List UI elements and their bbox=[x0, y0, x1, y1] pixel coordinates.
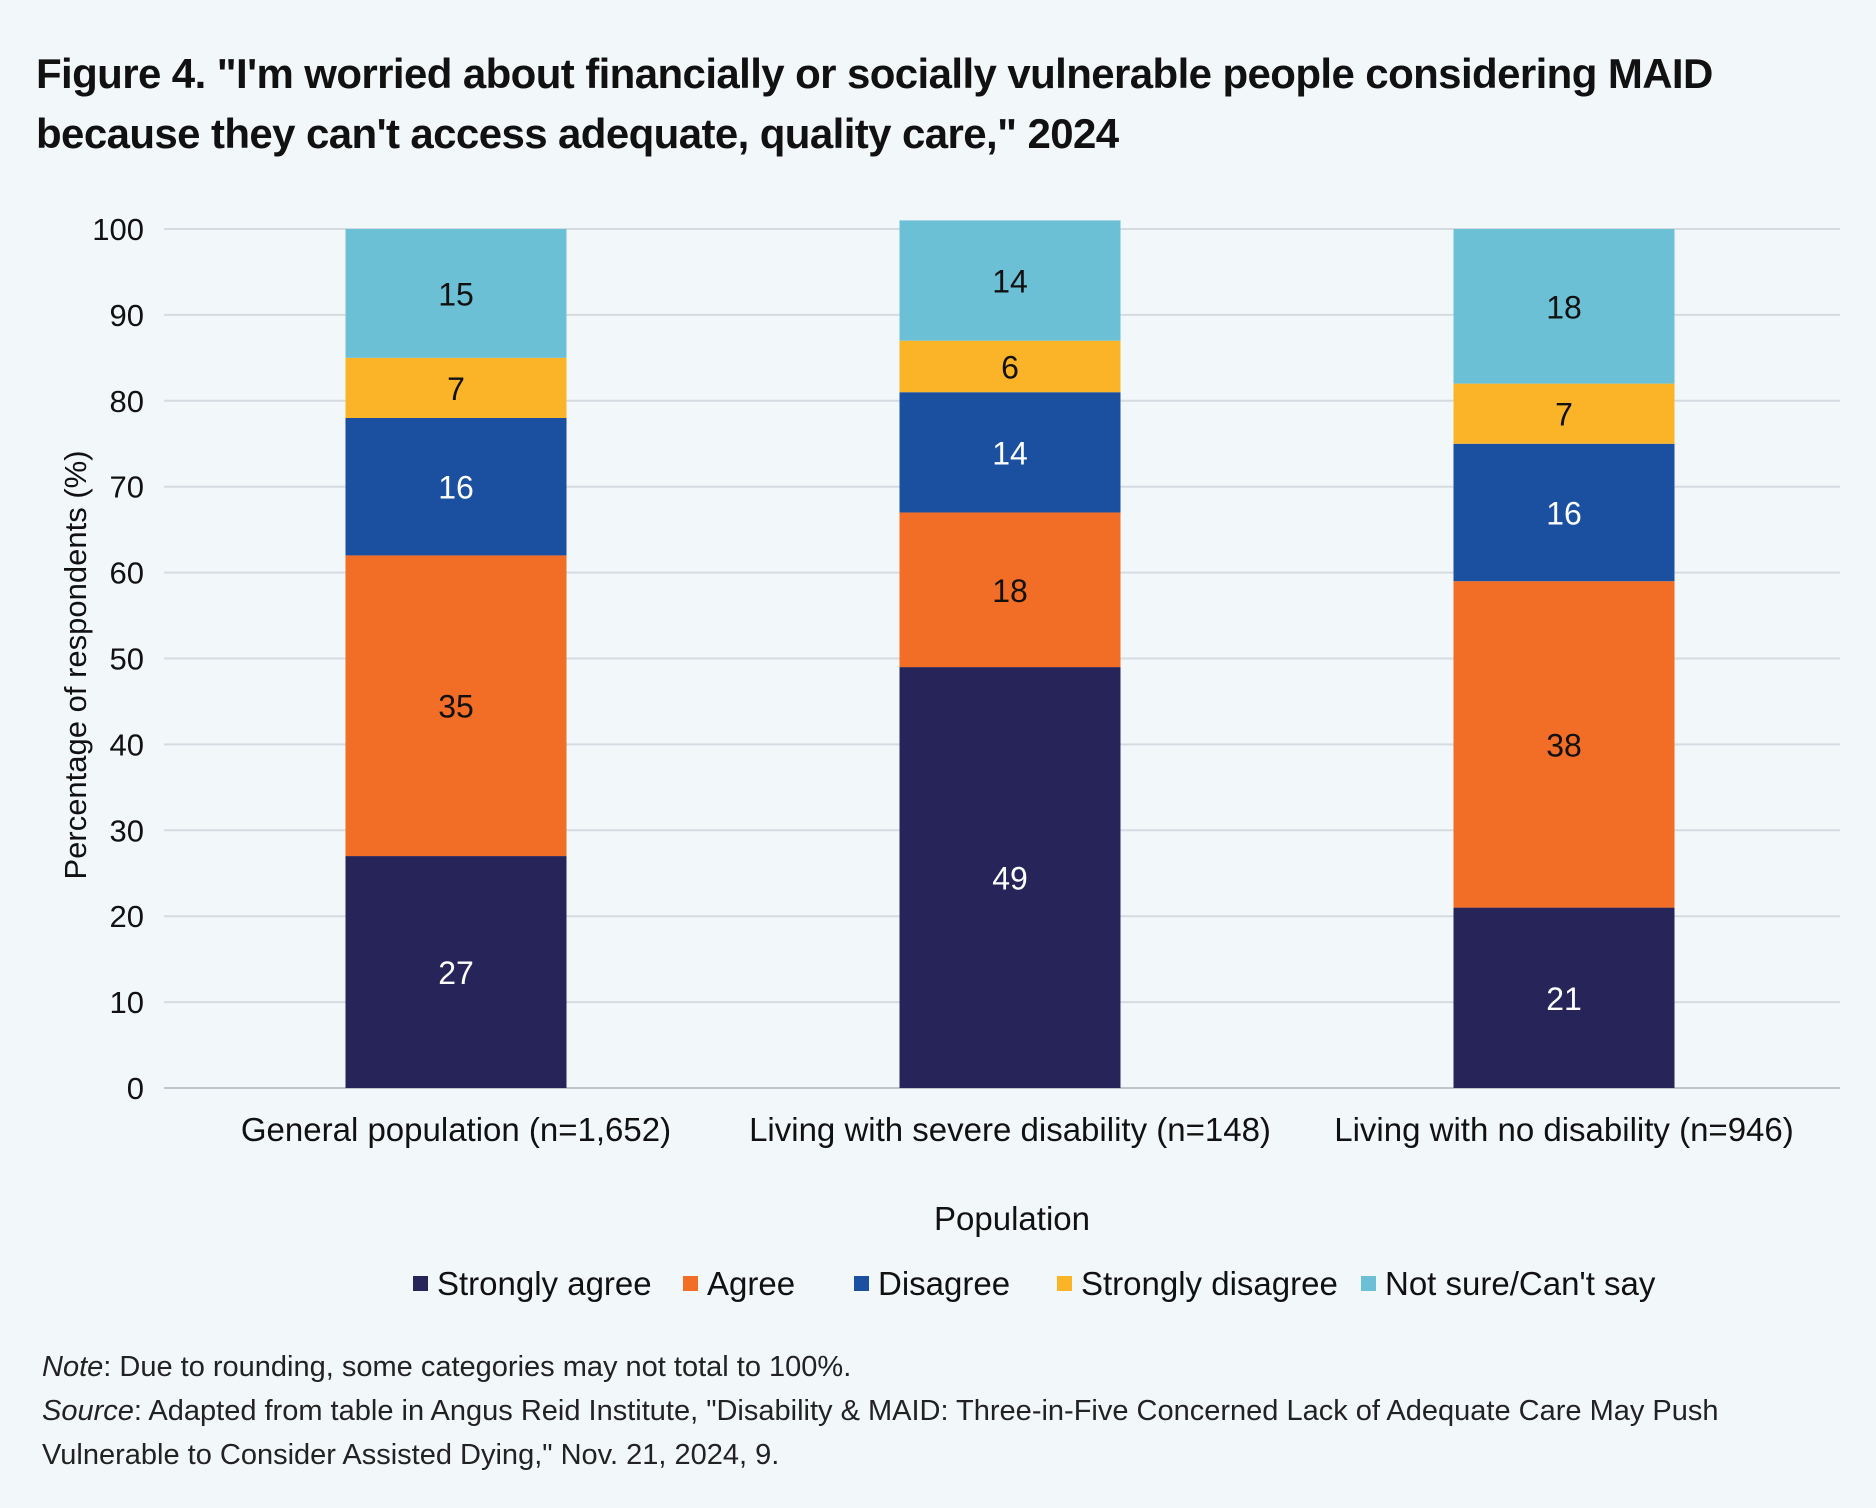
bar-segment bbox=[899, 667, 1121, 1088]
legend-label: Agree bbox=[707, 1265, 795, 1302]
y-tick-label: 40 bbox=[110, 727, 144, 762]
legend-item: Strongly agree bbox=[413, 1265, 652, 1302]
bar-segment bbox=[345, 417, 567, 556]
bar-segment bbox=[899, 392, 1121, 513]
bar-segment bbox=[899, 220, 1121, 341]
x-axis-title: Population bbox=[934, 1200, 1090, 1237]
data-labels: 27 35 16 7 15 49 18 14 6 14 21 38 16 7 18 bbox=[438, 264, 1582, 1017]
legend-swatch bbox=[854, 1276, 869, 1291]
legend-label: Strongly disagree bbox=[1081, 1265, 1338, 1302]
y-tick-label: 50 bbox=[110, 642, 144, 677]
bar-segment bbox=[1453, 229, 1675, 384]
legend-item: Strongly disagree bbox=[1057, 1265, 1338, 1302]
data-label: 6 bbox=[1001, 349, 1019, 385]
y-tick-label: 60 bbox=[110, 556, 144, 591]
bar-segment bbox=[1453, 907, 1675, 1088]
legend: Strongly agree Agree Disagree Strongly disa… bbox=[413, 1265, 1656, 1302]
note-label: Note bbox=[42, 1351, 104, 1383]
legend-swatch bbox=[1057, 1276, 1072, 1291]
bar-segment bbox=[345, 229, 567, 358]
legend-swatch bbox=[413, 1276, 428, 1291]
legend-item: Disagree bbox=[854, 1265, 1010, 1302]
legend-item: Not sure/Can't say bbox=[1361, 1265, 1656, 1302]
y-tick-label: 80 bbox=[110, 384, 144, 419]
source-label: Source bbox=[42, 1395, 134, 1427]
bar-segment bbox=[345, 555, 567, 857]
data-label: 14 bbox=[992, 264, 1028, 300]
data-label: 18 bbox=[992, 573, 1028, 609]
legend-swatch bbox=[683, 1276, 698, 1291]
bar-segment bbox=[345, 856, 567, 1088]
legend-label: Not sure/Can't say bbox=[1385, 1265, 1656, 1302]
y-tick-label: 70 bbox=[110, 470, 144, 505]
data-label: 18 bbox=[1546, 289, 1582, 325]
x-tick-label: General population (n=1,652) bbox=[241, 1111, 671, 1148]
x-tick-label: Living with no disability (n=946) bbox=[1334, 1111, 1794, 1148]
data-label: 14 bbox=[992, 435, 1028, 471]
bar-segment bbox=[899, 512, 1121, 668]
y-tick-label: 90 bbox=[110, 298, 144, 333]
data-label: 16 bbox=[1546, 495, 1582, 531]
bars bbox=[345, 220, 1675, 1088]
source-text: : Adapted from table in Angus Reid Insti… bbox=[42, 1395, 1719, 1471]
data-label: 27 bbox=[438, 955, 474, 991]
legend-item: Agree bbox=[683, 1265, 795, 1302]
y-tick-label: 30 bbox=[110, 813, 144, 848]
chart-title: Figure 4. "I'm worried about financially… bbox=[36, 50, 1713, 157]
source-line: Source: Adapted from table in Angus Reid… bbox=[42, 1389, 1842, 1477]
chart-notes: Note: Due to rounding, some categories m… bbox=[42, 1345, 1842, 1477]
bar-segment bbox=[345, 357, 567, 418]
x-axis-ticks: General population (n=1,652) Living with … bbox=[241, 1111, 1794, 1148]
x-tick-label: Living with severe disability (n=148) bbox=[749, 1111, 1271, 1148]
note-line: Note: Due to rounding, some categories m… bbox=[42, 1345, 1842, 1389]
stacked-bar-chart: 0 10 20 30 40 50 60 70 80 90 100 27 35 16 7 15 49 18 14 6 1… bbox=[58, 212, 1840, 1302]
data-label: 16 bbox=[438, 470, 474, 506]
data-label: 21 bbox=[1546, 981, 1582, 1017]
bar-segment bbox=[1453, 383, 1675, 444]
y-axis-ticks: 0 10 20 30 40 50 60 70 80 90 100 bbox=[92, 212, 144, 1106]
y-tick-label: 20 bbox=[110, 899, 144, 934]
y-tick-label: 10 bbox=[110, 985, 144, 1020]
data-label: 7 bbox=[447, 371, 465, 407]
data-label: 49 bbox=[992, 861, 1028, 897]
bar-segment bbox=[1453, 581, 1675, 908]
bar-segment bbox=[899, 340, 1121, 393]
legend-label: Disagree bbox=[878, 1265, 1010, 1302]
legend-swatch bbox=[1361, 1276, 1376, 1291]
data-label: 35 bbox=[438, 689, 474, 725]
data-label: 15 bbox=[438, 276, 474, 312]
y-axis-title: Percentage of respondents (%) bbox=[58, 450, 93, 879]
data-label: 38 bbox=[1546, 727, 1582, 763]
bar-segment bbox=[1453, 443, 1675, 582]
note-text: : Due to rounding, some categories may n… bbox=[103, 1351, 852, 1383]
y-tick-label: 100 bbox=[92, 212, 144, 247]
data-label: 7 bbox=[1555, 397, 1573, 433]
y-tick-label: 0 bbox=[127, 1071, 144, 1106]
legend-label: Strongly agree bbox=[437, 1265, 652, 1302]
